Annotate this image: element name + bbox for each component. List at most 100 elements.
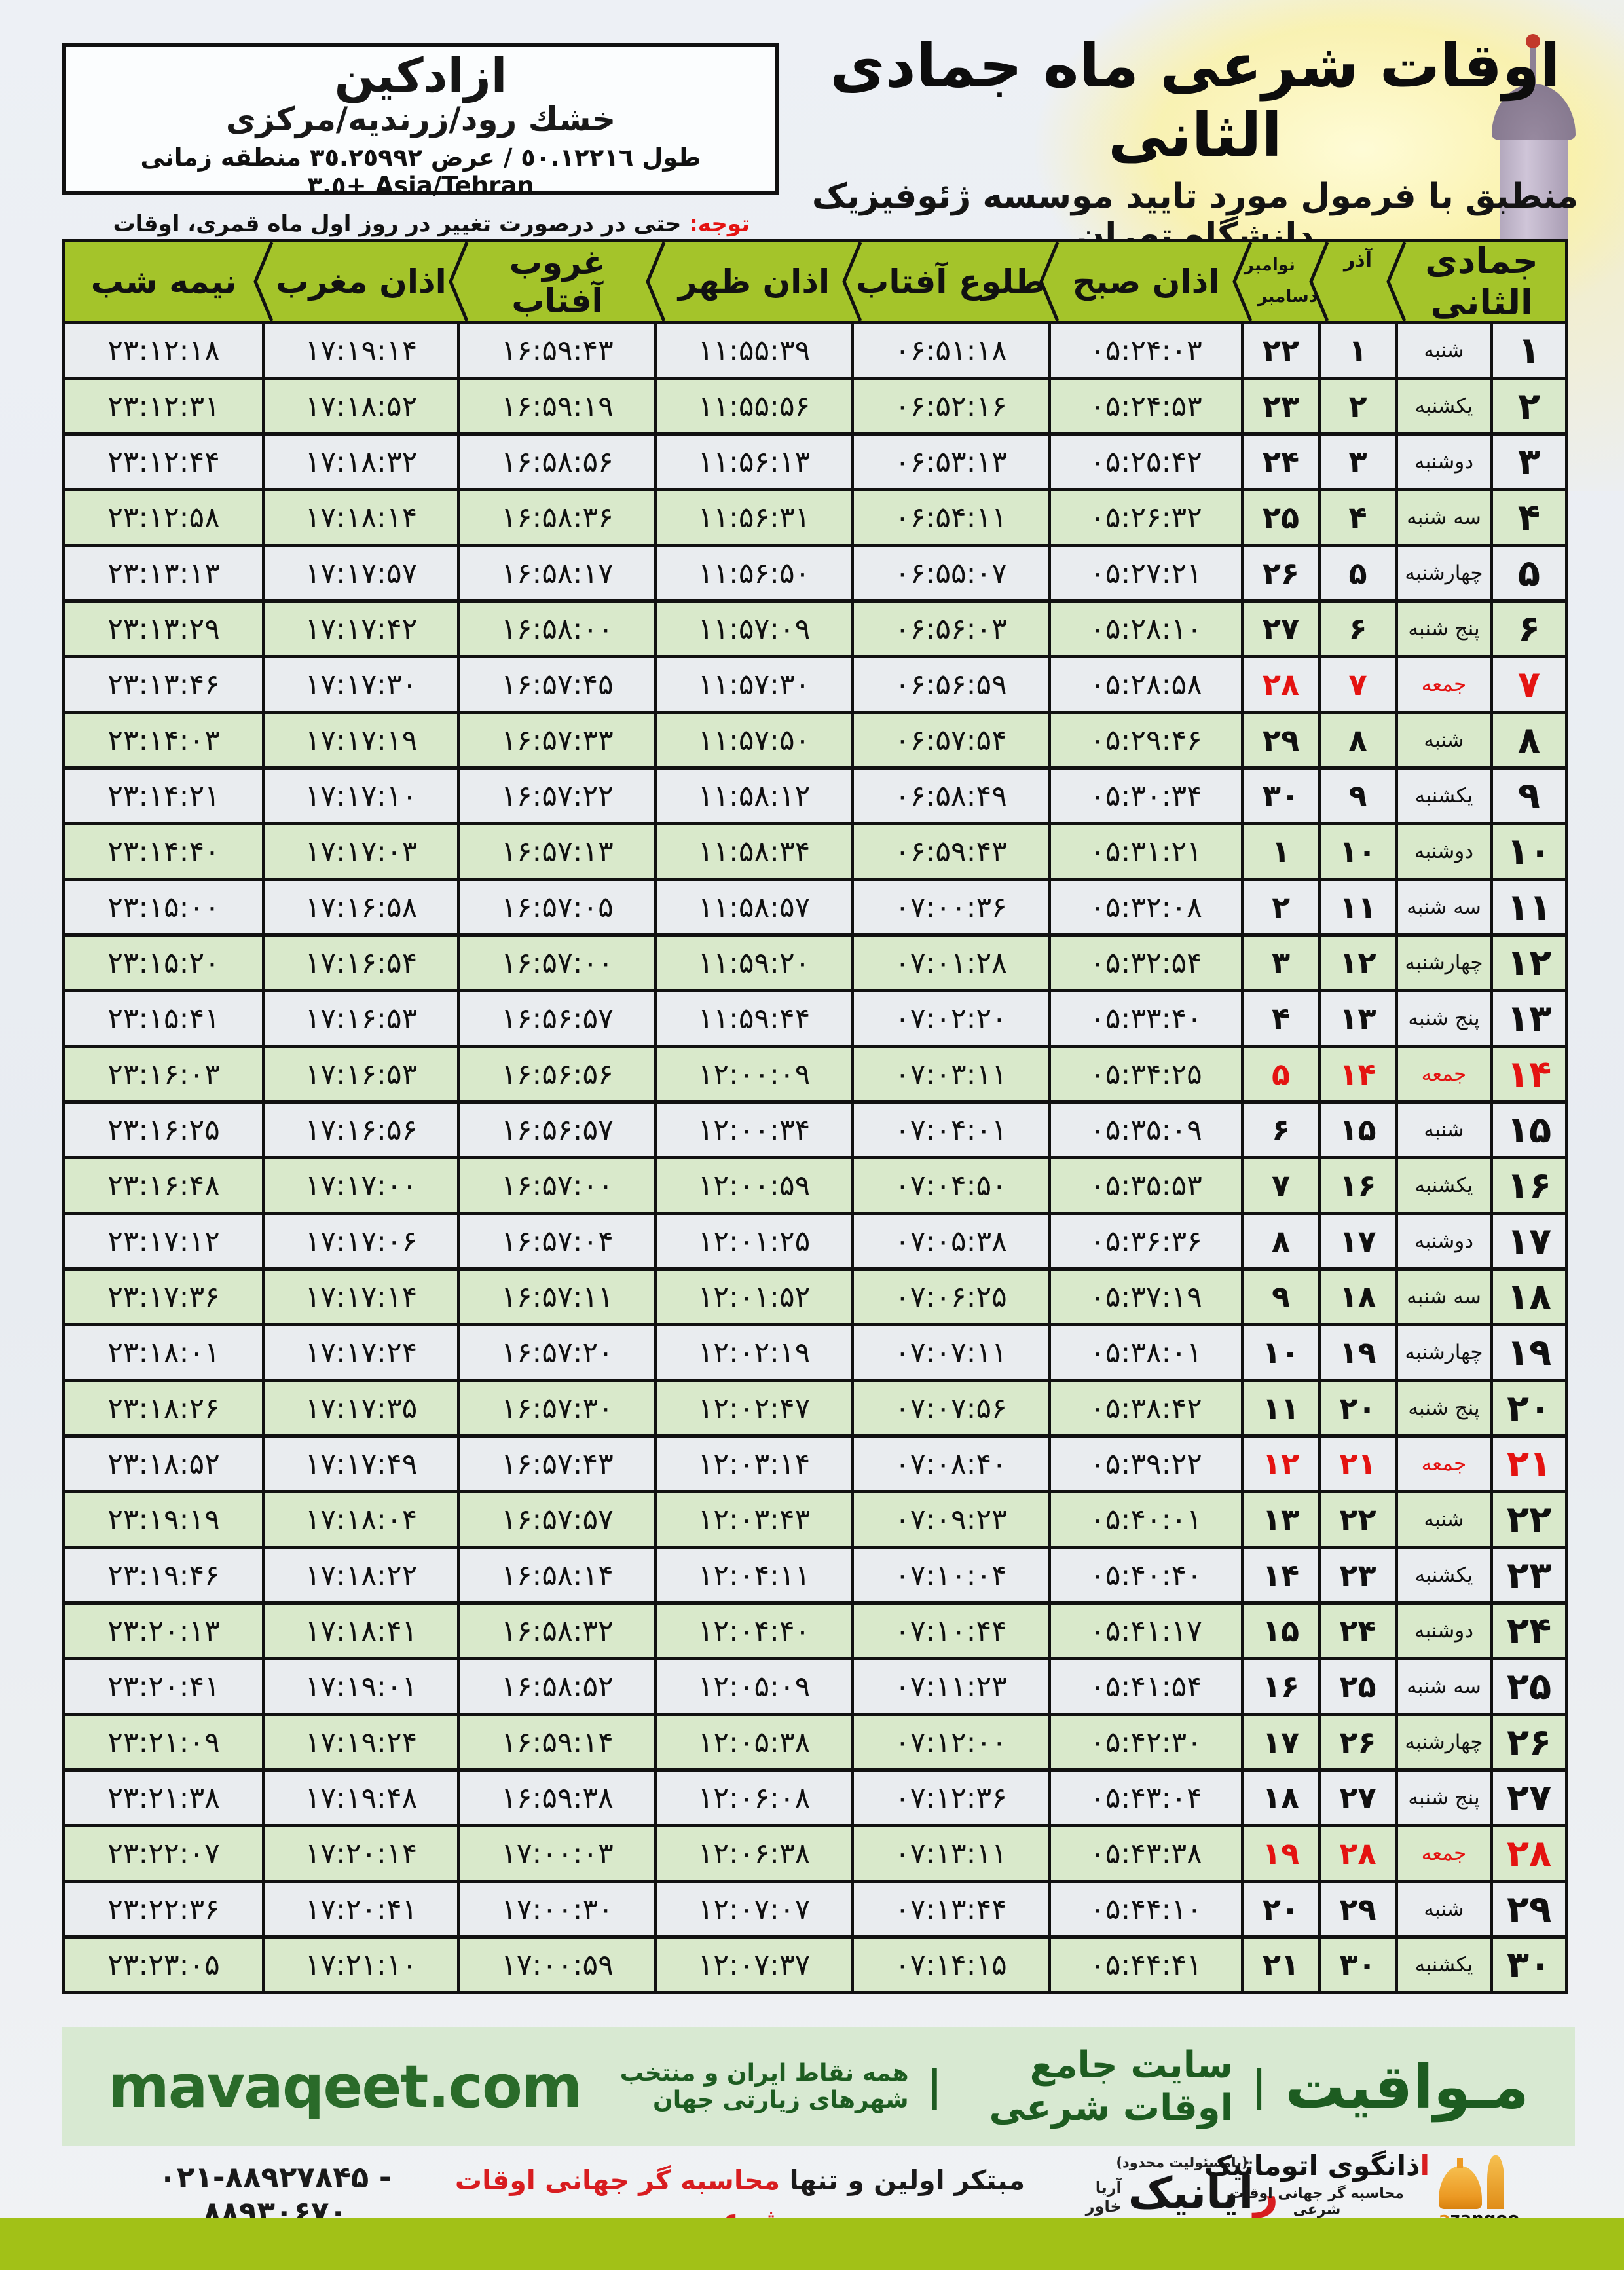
header-divider-lines [253, 242, 1407, 321]
cell-sunset-time: ۱۷:۰۰:۵۹ [460, 1939, 654, 1991]
cell-sunset-time: ۱۶:۵۸:۵۶ [460, 436, 654, 488]
cell-fajr-time: ۰۵:۳۶:۳۶ [1051, 1215, 1241, 1267]
cell-fajr-time: ۰۵:۴۴:۱۰ [1051, 1883, 1241, 1935]
dome-shape [1439, 2158, 1482, 2209]
cell-midnight-time: ۲۳:۱۶:۴۸ [65, 1159, 262, 1212]
cell-sunset-time: ۱۶:۵۷:۰۴ [460, 1215, 654, 1267]
mavaqeet-domain-link[interactable]: mavaqeet.com [108, 2052, 583, 2121]
rayanik-registration: (بامسئولیت محدود) [1116, 2155, 1248, 2170]
cell-midnight-time: ۲۳:۱۶:۰۳ [65, 1048, 262, 1100]
cell-azar-day: ۱۶ [1321, 1159, 1395, 1212]
cell-jamadi-day: ۱۹ [1493, 1326, 1565, 1379]
cell-gregorian-day: ۵ [1244, 1048, 1318, 1100]
cell-sunrise-time: ۰۷:۰۱:۲۸ [854, 937, 1048, 989]
cell-noon-time: ۱۱:۵۷:۳۰ [657, 658, 851, 711]
cell-sunset-time: ۱۶:۵۷:۰۰ [460, 937, 654, 989]
cell-weekday: پنج شنبه [1398, 992, 1490, 1045]
cell-sunset-time: ۱۶:۵۷:۳۰ [460, 1382, 654, 1434]
cell-maghrib-time: ۱۷:۱۷:۴۹ [265, 1438, 457, 1490]
cell-sunset-time: ۱۶:۵۹:۴۳ [460, 324, 654, 377]
cell-sunset-time: ۱۶:۵۹:۱۹ [460, 380, 654, 432]
cell-azar-day: ۸ [1321, 714, 1395, 766]
cell-weekday: شنبه [1398, 1493, 1490, 1546]
cell-sunset-time: ۱۶:۵۷:۲۰ [460, 1326, 654, 1379]
cell-sunrise-time: ۰۷:۱۴:۱۵ [854, 1939, 1048, 1991]
cell-sunrise-time: ۰۷:۱۲:۳۶ [854, 1772, 1048, 1824]
cell-azar-day: ۲۹ [1321, 1883, 1395, 1935]
cell-fajr-time: ۰۵:۳۴:۲۵ [1051, 1048, 1241, 1100]
cell-maghrib-time: ۱۷:۱۹:۲۴ [265, 1716, 457, 1768]
cell-fajr-time: ۰۵:۲۸:۱۰ [1051, 603, 1241, 655]
cell-azar-day: ۳ [1321, 436, 1395, 488]
cell-azar-day: ۱۵ [1321, 1104, 1395, 1156]
cell-gregorian-day: ۲۰ [1244, 1883, 1318, 1935]
page-title: اوقات شرعی ماه جمادی الثانی [830, 31, 1560, 170]
cell-azar-day: ۲۱ [1321, 1438, 1395, 1490]
cell-noon-time: ۱۲:۰۴:۱۱ [657, 1549, 851, 1601]
cell-azar-day: ۱۴ [1321, 1048, 1395, 1100]
cell-jamadi-day: ۲۷ [1493, 1772, 1565, 1824]
cell-weekday: شنبه [1398, 1104, 1490, 1156]
cell-jamadi-day: ۲۰ [1493, 1382, 1565, 1434]
cell-sunset-time: ۱۶:۵۹:۱۴ [460, 1716, 654, 1768]
cell-jamadi-day: ۳ [1493, 436, 1565, 488]
cell-sunset-time: ۱۶:۵۸:۰۰ [460, 603, 654, 655]
cell-sunrise-time: ۰۷:۱۳:۴۴ [854, 1883, 1048, 1935]
cell-weekday: سه شنبه [1398, 1271, 1490, 1323]
cell-gregorian-day: ۲۴ [1244, 436, 1318, 488]
cell-maghrib-time: ۱۷:۱۷:۳۵ [265, 1382, 457, 1434]
cell-gregorian-day: ۱۳ [1244, 1493, 1318, 1546]
cell-gregorian-day: ۲۹ [1244, 714, 1318, 766]
cell-midnight-time: ۲۳:۱۲:۱۸ [65, 324, 262, 377]
cell-maghrib-time: ۱۷:۱۷:۱۴ [265, 1271, 457, 1323]
cell-sunrise-time: ۰۶:۵۳:۱۳ [854, 436, 1048, 488]
cell-midnight-time: ۲۳:۱۹:۱۹ [65, 1493, 262, 1546]
minaret-shape [1487, 2155, 1504, 2209]
azangoo-title-accent: ا [1420, 2149, 1430, 2182]
cell-azar-day: ۱۸ [1321, 1271, 1395, 1323]
cell-fajr-time: ۰۵:۳۵:۵۳ [1051, 1159, 1241, 1212]
cell-sunset-time: ۱۶:۵۸:۳۲ [460, 1605, 654, 1657]
cell-sunrise-time: ۰۶:۵۶:۰۳ [854, 603, 1048, 655]
cell-azar-day: ۳۰ [1321, 1939, 1395, 1991]
cell-jamadi-day: ۹ [1493, 770, 1565, 822]
location-name: ازادکین [334, 48, 507, 103]
cell-jamadi-day: ۱۳ [1493, 992, 1565, 1045]
cell-weekday: یکشنبه [1398, 380, 1490, 432]
cell-jamadi-day: ۲۶ [1493, 1716, 1565, 1768]
cell-azar-day: ۶ [1321, 603, 1395, 655]
prayer-times-table: نیمه شب اذان مغرب غروب آفتاب اذان ظهر طل… [62, 239, 1568, 1994]
cell-noon-time: ۱۲:۰۳:۴۳ [657, 1493, 851, 1546]
cell-jamadi-day: ۲۵ [1493, 1660, 1565, 1713]
cell-jamadi-day: ۸ [1493, 714, 1565, 766]
col-header-november: نوامبر [1244, 255, 1295, 276]
cell-noon-time: ۱۲:۰۰:۵۹ [657, 1159, 851, 1212]
cell-azar-day: ۲۷ [1321, 1772, 1395, 1824]
cell-sunset-time: ۱۶:۵۸:۵۲ [460, 1660, 654, 1713]
minaret-spire [1530, 43, 1536, 89]
cell-fajr-time: ۰۵:۴۰:۰۱ [1051, 1493, 1241, 1546]
cell-fajr-time: ۰۵:۲۹:۴۶ [1051, 714, 1241, 766]
cell-weekday: پنج شنبه [1398, 1382, 1490, 1434]
cell-midnight-time: ۲۳:۲۰:۱۳ [65, 1605, 262, 1657]
cell-maghrib-time: ۱۷:۲۰:۴۱ [265, 1883, 457, 1935]
cell-weekday: شنبه [1398, 714, 1490, 766]
cell-azar-day: ۱۱ [1321, 881, 1395, 933]
cell-gregorian-day: ۱۵ [1244, 1605, 1318, 1657]
rayanik-logo: (بامسئولیت محدود) رایانیک آریا خاور [1080, 2155, 1283, 2216]
cell-sunset-time: ۱۶:۵۷:۲۲ [460, 770, 654, 822]
cell-gregorian-day: ۲۲ [1244, 324, 1318, 377]
cell-noon-time: ۱۲:۰۰:۳۴ [657, 1104, 851, 1156]
cell-jamadi-day: ۱۲ [1493, 937, 1565, 989]
cell-noon-time: ۱۲:۰۰:۰۹ [657, 1048, 851, 1100]
separator: | [927, 2062, 942, 2111]
notice-label: توجه: [689, 211, 750, 237]
col-header-sunrise: طلوع آفتاب [856, 263, 1046, 301]
cell-fajr-time: ۰۵:۲۴:۵۳ [1051, 380, 1241, 432]
cell-noon-time: ۱۱:۵۸:۵۷ [657, 881, 851, 933]
cell-noon-time: ۱۱:۵۶:۱۳ [657, 436, 851, 488]
cell-azar-day: ۲۳ [1321, 1549, 1395, 1601]
cell-noon-time: ۱۲:۰۷:۰۷ [657, 1883, 851, 1935]
cell-sunrise-time: ۰۷:۱۰:۰۴ [854, 1549, 1048, 1601]
cell-midnight-time: ۲۳:۱۳:۱۳ [65, 547, 262, 599]
